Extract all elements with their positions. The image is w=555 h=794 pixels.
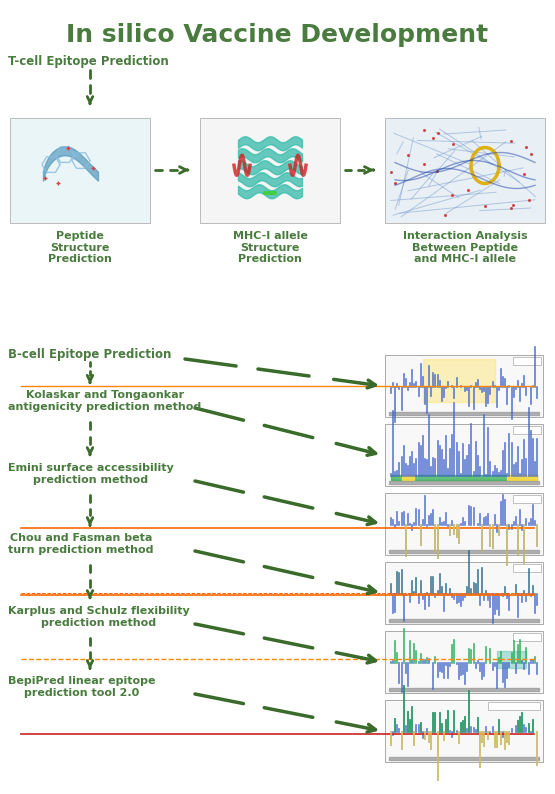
Text: Karplus and Schulz flexibility
prediction method: Karplus and Schulz flexibility predictio…: [8, 606, 190, 627]
Bar: [385, 493, 543, 555]
Bar: [488, 702, 540, 710]
Text: In silico Vaccine Development: In silico Vaccine Development: [66, 23, 488, 47]
Text: Peptide
Structure
Prediction: Peptide Structure Prediction: [48, 231, 112, 264]
Text: Kolaskar and Tongaonkar
antigenicity prediction method: Kolaskar and Tongaonkar antigenicity pre…: [8, 390, 201, 411]
Text: MHC-I allele
Structure
Prediction: MHC-I allele Structure Prediction: [233, 231, 307, 264]
Text: Chou and Fasman beta
turn prediction method: Chou and Fasman beta turn prediction met…: [8, 533, 154, 554]
Text: BepiPred linear epitope
prediction tool 2.0: BepiPred linear epitope prediction tool …: [8, 676, 155, 698]
Bar: [385, 700, 543, 762]
Bar: [385, 562, 543, 624]
Text: B-cell Epitope Prediction: B-cell Epitope Prediction: [8, 348, 171, 361]
Bar: [385, 355, 543, 417]
Bar: [200, 118, 340, 223]
Bar: [10, 118, 150, 223]
Text: Interaction Analysis
Between Peptide
and MHC-I allele: Interaction Analysis Between Peptide and…: [403, 231, 527, 264]
Bar: [513, 564, 541, 572]
Bar: [513, 495, 541, 503]
Bar: [385, 118, 545, 223]
Bar: [385, 424, 543, 486]
Bar: [513, 357, 541, 365]
Text: T-cell Epitope Prediction: T-cell Epitope Prediction: [8, 56, 169, 68]
Bar: [513, 633, 541, 641]
Bar: [513, 426, 541, 434]
Bar: [385, 631, 543, 693]
Text: Emini surface accessibility
prediction method: Emini surface accessibility prediction m…: [8, 463, 174, 484]
